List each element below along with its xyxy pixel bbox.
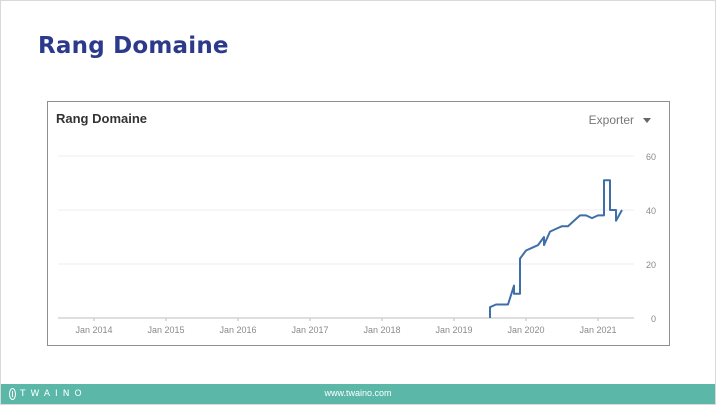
export-button[interactable]: Exporter <box>589 112 651 128</box>
data-point <box>579 214 581 216</box>
panel-title: Rang Domaine <box>56 111 148 126</box>
data-point <box>573 220 575 222</box>
page-title: Rang Domaine <box>38 33 229 59</box>
data-point <box>501 304 503 306</box>
x-tick-label: Jan 2014 <box>75 325 112 335</box>
data-point <box>567 225 569 227</box>
twaino-logo-icon <box>9 388 16 400</box>
footer-logo[interactable]: TWAINO <box>9 387 87 401</box>
rank-chart: 60 40 20 0 Jan 2014 Jan 2015 Jan 2016 Jan 2017 J… <box>58 152 656 335</box>
x-tick-label: Jan 2021 <box>579 325 616 335</box>
logo-text: TWAINO <box>20 389 87 399</box>
data-point <box>489 317 491 319</box>
data-point <box>609 179 611 181</box>
data-point <box>507 304 509 306</box>
data-point <box>561 225 563 227</box>
x-tick-label: Jan 2015 <box>147 325 184 335</box>
y-tick-label: 20 <box>646 260 656 270</box>
x-tick-label: Jan 2019 <box>435 325 472 335</box>
y-tick-label: 0 <box>651 314 656 324</box>
x-tick-label: Jan 2020 <box>507 325 544 335</box>
data-point <box>519 293 521 295</box>
y-tick-label: 60 <box>646 152 656 162</box>
data-point <box>513 293 515 295</box>
data-point <box>543 236 545 238</box>
footer-bar: TWAINO www.twaino.com <box>1 384 715 404</box>
data-point <box>597 214 599 216</box>
x-tick-label: Jan 2017 <box>291 325 328 335</box>
data-point <box>531 247 533 249</box>
data-point <box>609 209 611 211</box>
data-point <box>615 209 617 211</box>
export-label: Exporter <box>588 113 634 127</box>
data-point <box>615 220 617 222</box>
data-point <box>603 214 605 216</box>
data-point <box>537 244 539 246</box>
data-point <box>585 214 587 216</box>
data-point <box>519 258 521 260</box>
x-tick-label: Jan 2018 <box>363 325 400 335</box>
data-point <box>555 228 557 230</box>
data-point <box>489 306 491 308</box>
data-point <box>621 209 623 211</box>
x-tick-label: Jan 2016 <box>219 325 256 335</box>
data-point <box>543 244 545 246</box>
footer-url[interactable]: www.twaino.com <box>324 388 392 398</box>
chart-panel: 60 40 20 0 Jan 2014 Jan 2015 Jan 2016 Jan 2017 J… <box>47 101 670 346</box>
data-point <box>513 285 515 287</box>
caret-down-icon <box>643 118 651 123</box>
data-point <box>591 217 593 219</box>
y-tick-label: 40 <box>646 206 656 216</box>
data-point <box>495 304 497 306</box>
data-point <box>549 231 551 233</box>
data-point <box>525 250 527 252</box>
data-point <box>603 179 605 181</box>
rank-series-line <box>489 179 623 318</box>
